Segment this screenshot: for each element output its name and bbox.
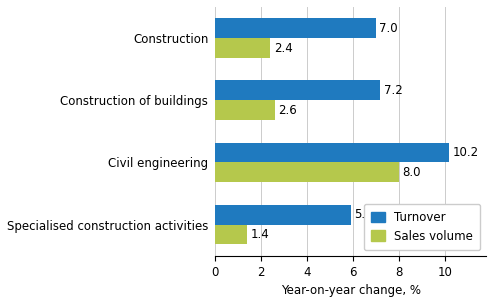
Text: 2.4: 2.4: [274, 42, 292, 55]
Text: 5.9: 5.9: [354, 208, 373, 221]
Bar: [215, 38, 270, 58]
Legend: Turnover, Sales volume: Turnover, Sales volume: [363, 204, 480, 250]
Bar: [215, 80, 381, 100]
Bar: [215, 205, 351, 225]
Bar: [215, 162, 399, 182]
Text: 1.4: 1.4: [251, 228, 270, 241]
Text: 7.2: 7.2: [384, 84, 403, 97]
Bar: [215, 143, 449, 162]
Text: 10.2: 10.2: [453, 146, 479, 159]
X-axis label: Year-on-year change, %: Year-on-year change, %: [281, 284, 421, 297]
Text: 8.0: 8.0: [402, 166, 421, 179]
Text: 2.6: 2.6: [279, 104, 297, 117]
Bar: [215, 225, 247, 244]
Text: 7.0: 7.0: [379, 22, 398, 35]
Bar: [215, 18, 376, 38]
Bar: [215, 100, 275, 120]
